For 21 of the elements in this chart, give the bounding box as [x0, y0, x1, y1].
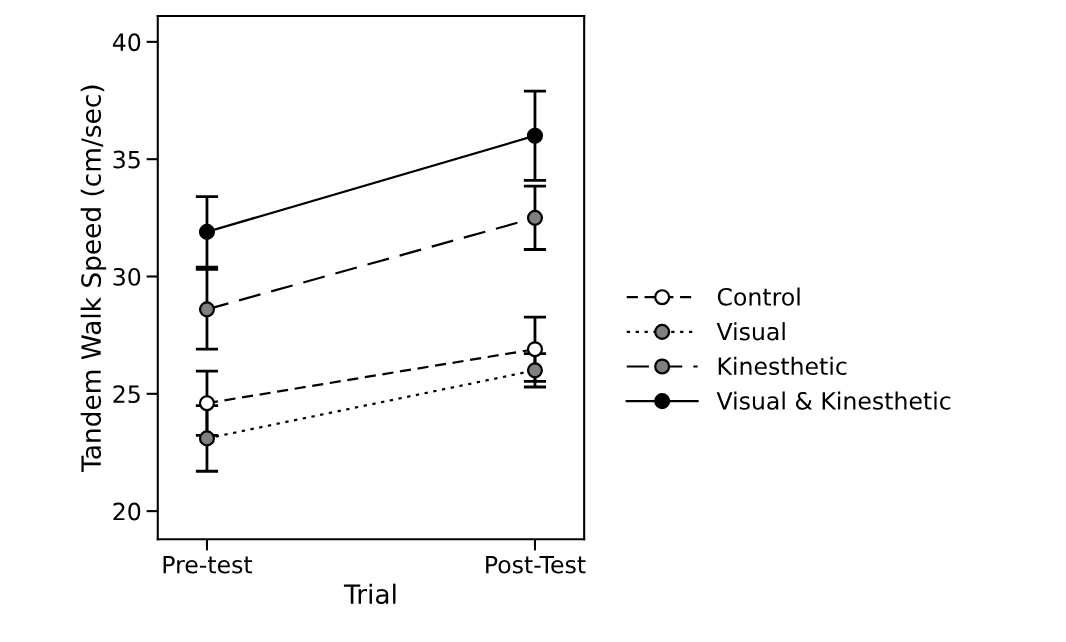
y-tick-label: 25	[113, 385, 140, 404]
y-tick-label: 35	[113, 150, 140, 169]
y-tick-label: 20	[113, 502, 141, 521]
legend-label: Control	[717, 287, 800, 306]
point	[526, 127, 544, 144]
legend-label: Visual	[716, 322, 785, 341]
point	[198, 395, 216, 412]
point	[198, 223, 216, 240]
y-tick-label: 30	[113, 267, 141, 286]
point	[526, 362, 544, 379]
x-tick-label: Post-Test	[486, 555, 586, 574]
point	[198, 430, 216, 447]
legend-label: Visual & Kinesthetic	[716, 391, 951, 410]
y-axis-title: Tandem Walk Speed (cm/sec)	[80, 85, 107, 473]
y-tick-label: 40	[112, 33, 141, 52]
legend-label: Kinesthetic	[718, 356, 847, 376]
point	[526, 341, 544, 358]
point	[198, 301, 216, 318]
x-axis-title: Trial	[343, 583, 396, 605]
point	[526, 209, 544, 226]
x-tick-label: Pre-test	[163, 555, 253, 574]
